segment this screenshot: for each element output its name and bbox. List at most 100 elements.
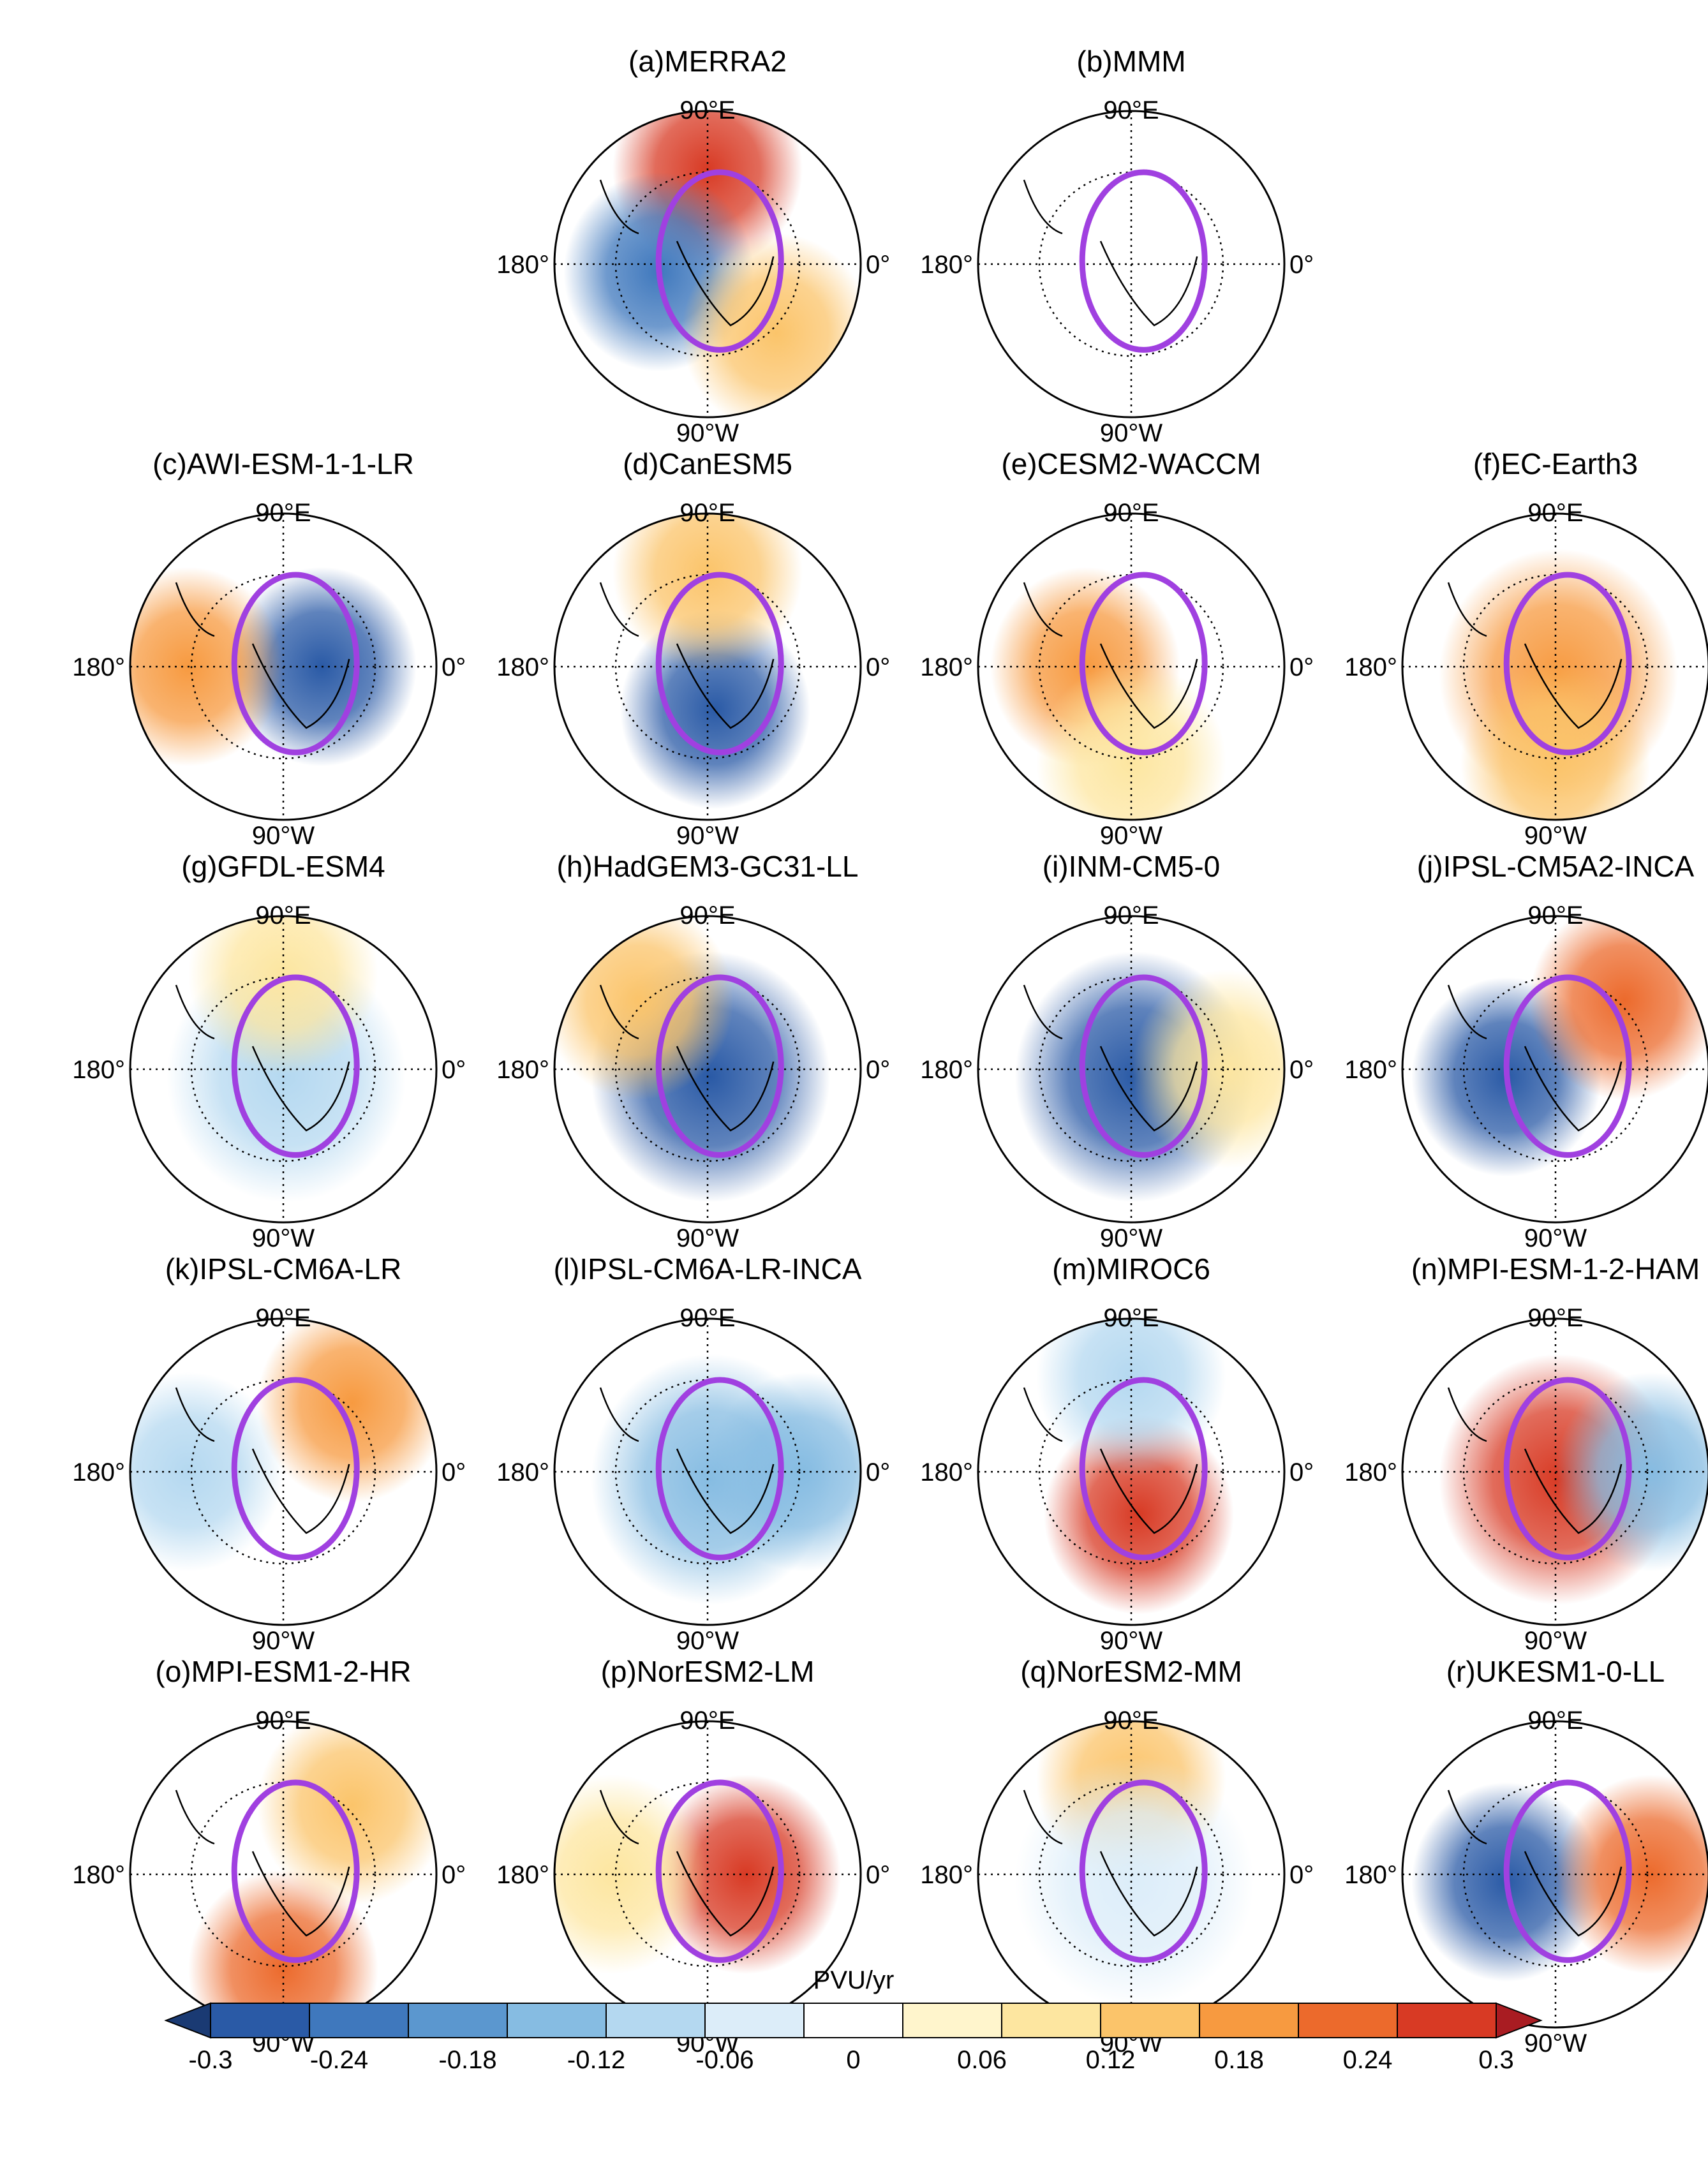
colorbar-cell bbox=[803, 2003, 903, 2038]
coastline bbox=[1023, 582, 1063, 637]
axis-label-top: 90°E bbox=[1103, 96, 1159, 124]
vortex-contour bbox=[1079, 1377, 1208, 1560]
colorbar-min-triangle bbox=[164, 2002, 211, 2039]
colorbar-cells bbox=[164, 2002, 1543, 2039]
panel-m: (m)MIROC6 90°E 90°W 180° 0° bbox=[920, 1252, 1314, 1655]
coastline bbox=[1099, 1448, 1198, 1534]
vortex-contour bbox=[1503, 974, 1632, 1158]
coastline bbox=[1524, 643, 1623, 729]
panel-title: (e)CESM2-WACCM bbox=[1001, 447, 1261, 480]
panel-h: (h)HadGEM3-GC31-LL 90°E 90°W 180° 0° bbox=[496, 850, 890, 1252]
latitude-circle bbox=[190, 574, 376, 760]
panel-title: (i)INM-CM5-0 bbox=[1043, 850, 1221, 883]
colorbar-cell bbox=[210, 2003, 310, 2038]
colorbar-tick-label: 0.24 bbox=[1343, 2046, 1393, 2074]
axis-label-top: 90°E bbox=[679, 96, 735, 124]
axis-label-right: 0° bbox=[1289, 1458, 1314, 1486]
axis-label-bottom: 90°W bbox=[252, 822, 315, 850]
axis-label-right: 0° bbox=[866, 1861, 890, 1889]
axis-label-top: 90°E bbox=[679, 499, 735, 527]
colorbar-cell bbox=[1397, 2003, 1497, 2038]
panel-i: (i)INM-CM5-0 90°E 90°W 180° 0° bbox=[920, 850, 1314, 1252]
vortex-contour bbox=[1079, 572, 1208, 755]
axis-label-top: 90°E bbox=[1103, 901, 1159, 930]
map-boundary bbox=[977, 110, 1286, 419]
coastline bbox=[1023, 984, 1063, 1040]
map-boundary bbox=[1401, 1317, 1708, 1626]
axis-label-left: 180° bbox=[920, 1056, 973, 1084]
axis-label-top: 90°E bbox=[1527, 901, 1583, 930]
coastline bbox=[251, 1046, 350, 1132]
colorbar-tick-label: 0.3 bbox=[1478, 2046, 1514, 2074]
axis-label-bottom: 90°W bbox=[1100, 419, 1162, 447]
coastline bbox=[599, 582, 639, 637]
panel-title: (m)MIROC6 bbox=[1052, 1252, 1210, 1286]
axis-label-right: 0° bbox=[866, 251, 890, 279]
panel-a: (a)MERRA2 90°E 90°W 180° 0° bbox=[496, 45, 890, 447]
vortex-contour bbox=[1079, 169, 1208, 353]
vortex-contour bbox=[1079, 974, 1208, 1158]
colorbar-cell bbox=[1001, 2003, 1101, 2038]
axis-label-left: 180° bbox=[920, 1861, 973, 1889]
panel-title: (n)MPI-ESM-1-2-HAM bbox=[1411, 1252, 1700, 1286]
latitude-circle bbox=[190, 1379, 376, 1565]
coastline bbox=[251, 1851, 350, 1937]
axis-label-right: 0° bbox=[866, 1458, 890, 1486]
map-boundary bbox=[977, 915, 1286, 1224]
latitude-circle bbox=[190, 1781, 376, 1967]
axis-label-bottom: 90°W bbox=[1100, 1627, 1162, 1655]
colorbar-ticks: -0.3 -0.24 -0.18 -0.12 -0.06 0 0.06 0.12 0.18 0.2… bbox=[189, 2046, 1514, 2074]
vortex-contour bbox=[231, 572, 360, 755]
map-panels: (a)MERRA2 90°E 90°W 180° 0° (b)MMM 90°E 90°W 180… bbox=[72, 45, 1708, 2057]
coastline bbox=[1099, 1851, 1198, 1937]
axis-label-right: 0° bbox=[442, 1056, 466, 1084]
coastline bbox=[676, 241, 775, 327]
coastline bbox=[676, 643, 775, 729]
panel-title: (r)UKESM1-0-LL bbox=[1446, 1655, 1665, 1688]
vortex-contour bbox=[1503, 1377, 1632, 1560]
anomaly-blob bbox=[1131, 969, 1284, 1169]
axis-label-left: 180° bbox=[1344, 1458, 1397, 1486]
colorbar-tick-label: 0.12 bbox=[1086, 2046, 1136, 2074]
axis-label-left: 180° bbox=[920, 653, 973, 681]
panel-title: (p)NorESM2-LM bbox=[601, 1655, 815, 1688]
panel-title: (l)IPSL-CM6A-LR-INCA bbox=[553, 1252, 861, 1286]
axis-label-left: 180° bbox=[72, 1056, 125, 1084]
axis-label-bottom: 90°W bbox=[1524, 1224, 1587, 1252]
axis-label-left: 180° bbox=[72, 1458, 125, 1486]
panel-title: (f)EC-Earth3 bbox=[1473, 447, 1638, 480]
anomaly-blob bbox=[681, 233, 861, 417]
panel-d: (d)CanESM5 90°E 90°W 180° 0° bbox=[496, 447, 890, 850]
colorbar-tick-label: -0.06 bbox=[695, 2046, 754, 2074]
coastline bbox=[1524, 1448, 1623, 1534]
coastline bbox=[1099, 241, 1198, 327]
panel-l: (l)IPSL-CM6A-LR-INCA 90°E 90°W 180° 0° bbox=[496, 1252, 890, 1655]
panel-e: (e)CESM2-WACCM 90°E 90°W 180° 0° bbox=[920, 447, 1314, 850]
panel-title: (h)HadGEM3-GC31-LL bbox=[557, 850, 859, 883]
coastline bbox=[676, 1448, 775, 1534]
coastline bbox=[1447, 582, 1487, 637]
axis-label-top: 90°E bbox=[679, 1304, 735, 1332]
panel-title: (q)NorESM2-MM bbox=[1020, 1655, 1242, 1688]
colorbar-cell bbox=[605, 2003, 706, 2038]
axis-label-bottom: 90°W bbox=[676, 419, 739, 447]
latitude-circle bbox=[1038, 1379, 1224, 1565]
coastline bbox=[599, 1387, 639, 1442]
latitude-circle bbox=[1038, 1781, 1224, 1967]
map-boundary bbox=[1401, 1720, 1708, 2029]
panel-k: (k)IPSL-CM6A-LR 90°E 90°W 180° 0° bbox=[72, 1252, 466, 1655]
axis-label-left: 180° bbox=[496, 1056, 549, 1084]
latitude-circle bbox=[1462, 1781, 1649, 1967]
colorbar-tick-label: 0 bbox=[846, 2046, 860, 2074]
latitude-circle bbox=[1462, 574, 1649, 760]
panel-c: (c)AWI-ESM-1-1-LR 90°E 90°W 180° 0° bbox=[72, 447, 466, 850]
latitude-circle bbox=[614, 574, 801, 760]
axis-label-left: 180° bbox=[920, 251, 973, 279]
coastline bbox=[599, 179, 639, 235]
panel-g: (g)GFDL-ESM4 90°E 90°W 180° 0° bbox=[72, 850, 466, 1252]
